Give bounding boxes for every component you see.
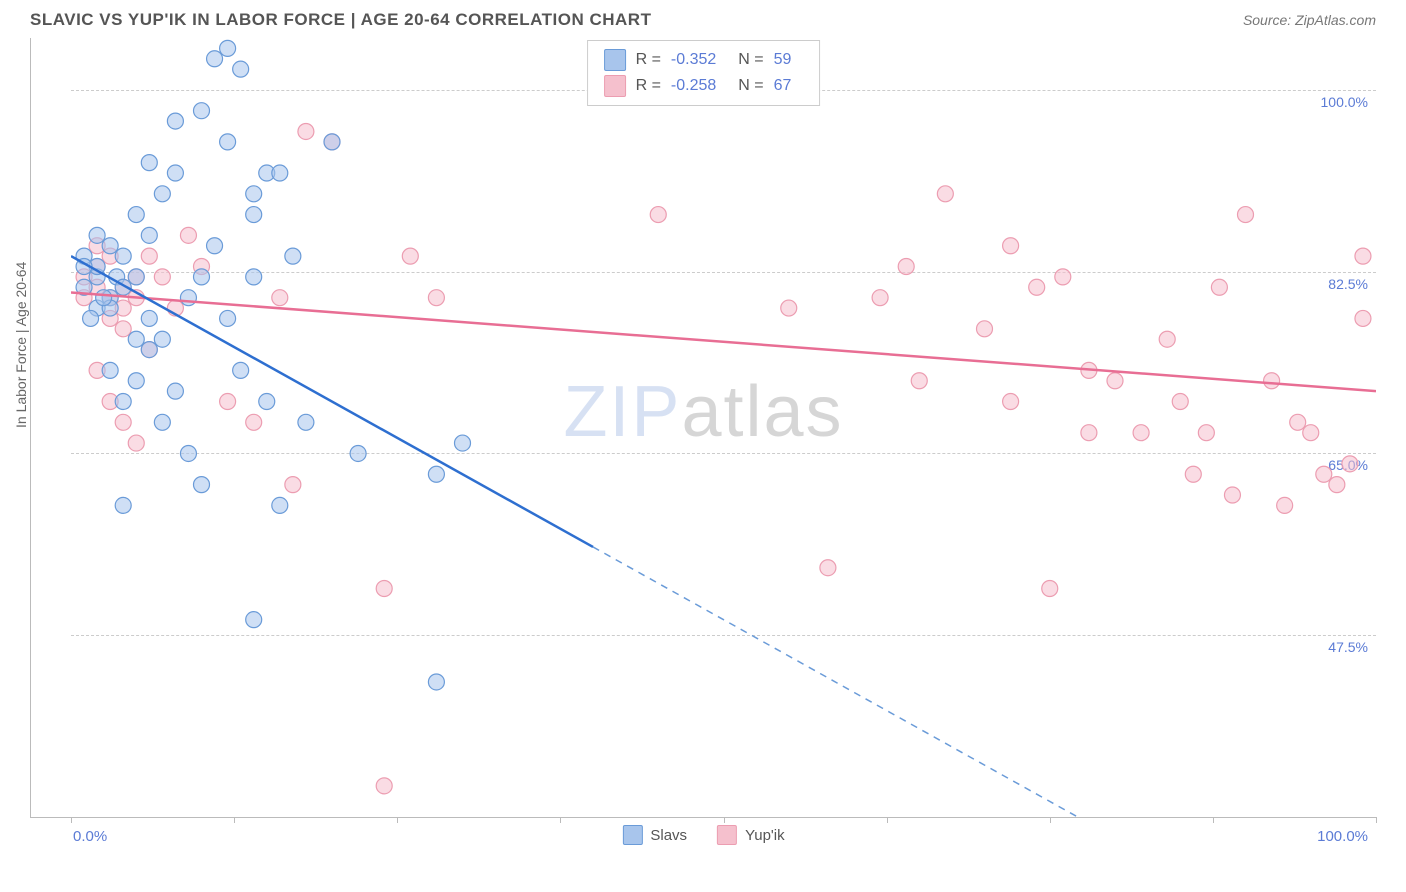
scatter-plot-svg <box>71 38 1376 817</box>
correlation-stats-box: R = -0.352 N = 59 R = -0.258 N = 67 <box>587 40 821 106</box>
r-value-yupik: -0.258 <box>671 77 716 95</box>
chart-title: SLAVIC VS YUP'IK IN LABOR FORCE | AGE 20… <box>30 10 651 30</box>
x-tick <box>71 817 72 823</box>
x-tick <box>1213 817 1214 823</box>
stats-row-slavs: R = -0.352 N = 59 <box>604 47 804 73</box>
x-tick <box>1050 817 1051 823</box>
y-axis-label: In Labor Force | Age 20-64 <box>13 261 29 427</box>
stats-swatch-slavs <box>604 49 626 71</box>
r-label: R = <box>636 77 661 95</box>
legend-label-yupik: Yup'ik <box>745 827 785 844</box>
source-attribution: Source: ZipAtlas.com <box>1243 12 1376 28</box>
r-label: R = <box>636 51 661 69</box>
x-tick <box>560 817 561 823</box>
n-label: N = <box>738 77 763 95</box>
legend: Slavs Yup'ik <box>622 825 784 845</box>
x-axis-min-label: 0.0% <box>73 828 107 845</box>
n-value-yupik: 67 <box>774 77 792 95</box>
legend-swatch-yupik <box>717 825 737 845</box>
stats-swatch-yupik <box>604 75 626 97</box>
plot-region <box>71 38 1376 817</box>
chart-area: In Labor Force | Age 20-64 R = -0.352 N … <box>30 38 1376 818</box>
x-tick <box>724 817 725 823</box>
stats-row-yupik: R = -0.258 N = 67 <box>604 73 804 99</box>
legend-label-slavs: Slavs <box>650 827 687 844</box>
x-tick <box>1376 817 1377 823</box>
legend-swatch-slavs <box>622 825 642 845</box>
x-tick <box>397 817 398 823</box>
n-value-slavs: 59 <box>774 51 792 69</box>
r-value-slavs: -0.352 <box>671 51 716 69</box>
x-axis-max-label: 100.0% <box>1317 828 1368 845</box>
n-label: N = <box>738 51 763 69</box>
x-tick <box>887 817 888 823</box>
legend-item-yupik: Yup'ik <box>717 825 785 845</box>
x-tick <box>234 817 235 823</box>
legend-item-slavs: Slavs <box>622 825 687 845</box>
